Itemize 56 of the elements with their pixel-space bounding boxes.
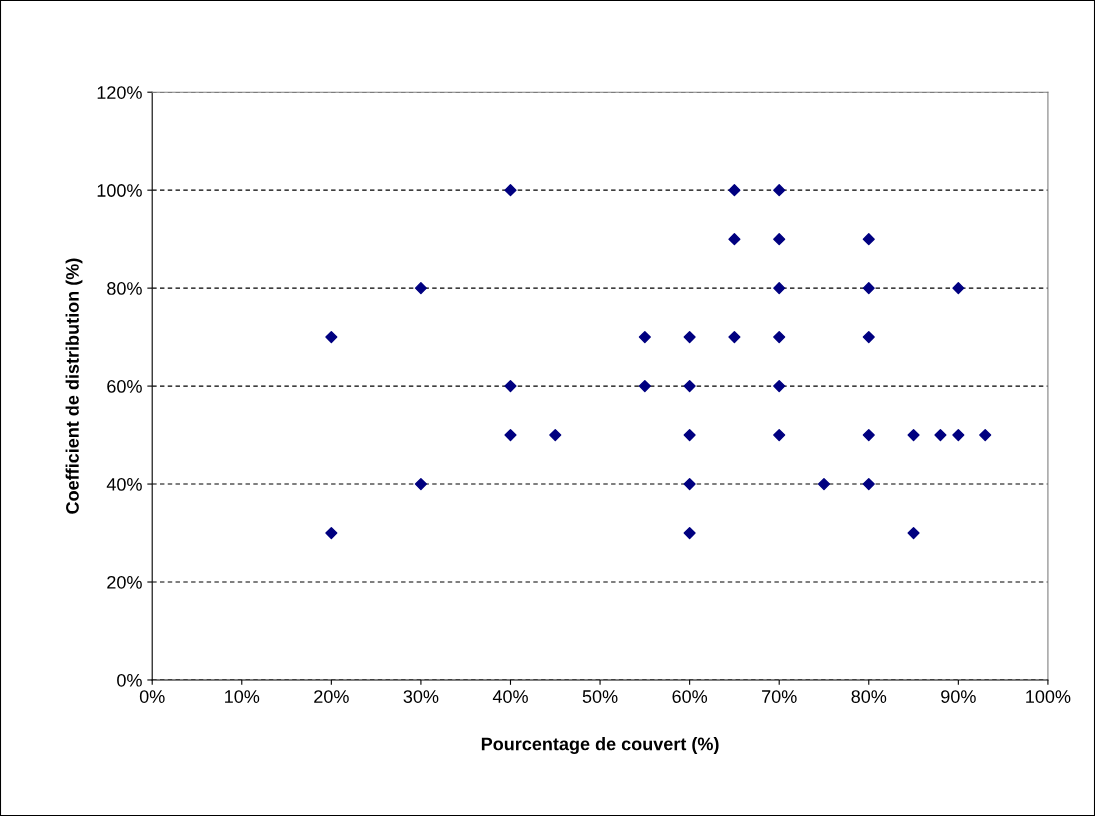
point <box>862 428 875 442</box>
point <box>907 526 920 540</box>
point <box>773 282 786 295</box>
point <box>773 331 786 344</box>
point <box>773 233 786 246</box>
x-tick-label: 40% <box>492 690 528 703</box>
x-tick-label: 90% <box>941 690 976 703</box>
x-axis-title: Pourcentage de couvert (%) <box>481 737 719 754</box>
point <box>683 331 696 344</box>
point <box>325 526 338 540</box>
point <box>683 477 696 491</box>
x-tick-label: 50% <box>582 690 618 703</box>
point <box>952 428 965 442</box>
point <box>728 233 741 246</box>
y-tick-label: 60% <box>107 380 142 393</box>
point <box>979 428 992 442</box>
point <box>934 428 947 442</box>
x-tick-label: 30% <box>403 690 439 703</box>
y-tick-label: 100% <box>97 184 142 197</box>
point <box>504 184 517 197</box>
x-tick-label: 10% <box>225 690 260 703</box>
x-tick-label: 70% <box>762 690 797 703</box>
x-tick-label: 60% <box>672 690 708 703</box>
point <box>862 282 875 295</box>
point <box>952 282 965 295</box>
point <box>773 428 786 442</box>
y-tick-label: 80% <box>107 282 142 295</box>
point <box>683 428 696 442</box>
y-axis-title: Coefficient de distribution (%) <box>65 258 83 514</box>
point <box>907 428 920 442</box>
point <box>862 331 875 344</box>
point <box>504 380 517 393</box>
point <box>638 380 651 393</box>
point <box>414 477 427 491</box>
point <box>325 331 338 344</box>
point <box>504 428 517 442</box>
x-tick-label: 20% <box>314 690 349 703</box>
point <box>683 526 696 540</box>
point <box>728 331 741 344</box>
y-tick-label: 0% <box>117 673 142 687</box>
point <box>728 184 741 197</box>
y-tick-label: 120% <box>97 86 142 99</box>
point <box>817 477 831 491</box>
point <box>862 233 875 246</box>
point <box>549 428 562 442</box>
y-tick-label: 20% <box>107 575 142 589</box>
x-tick-label: 100% <box>1026 690 1071 703</box>
x-tick-label: 80% <box>851 690 887 703</box>
point <box>683 380 696 393</box>
point <box>773 380 786 393</box>
y-tick-label: 40% <box>106 477 142 491</box>
point <box>862 477 875 491</box>
point <box>638 331 651 344</box>
x-tick-label: 0% <box>139 690 165 703</box>
point <box>773 184 786 197</box>
point <box>414 282 427 295</box>
